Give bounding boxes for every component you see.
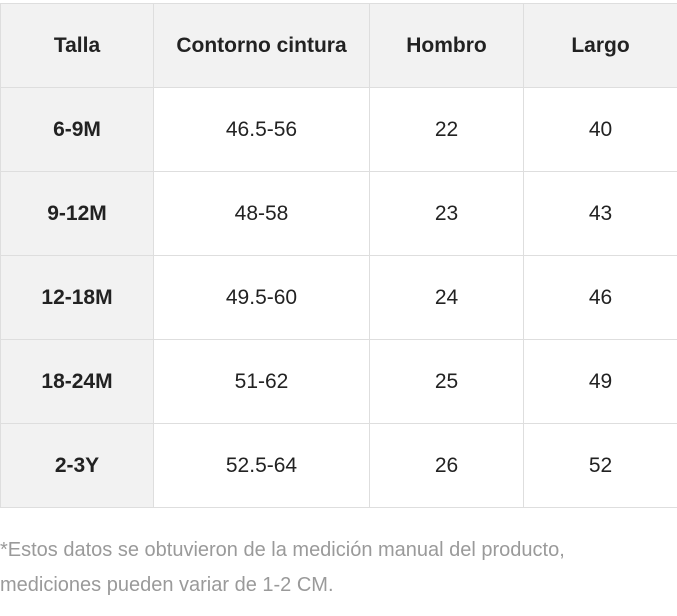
table-cell: 52 [523,423,677,508]
header-cell: Largo [523,3,677,88]
size-cell: 12-18M [0,255,154,340]
table-cell: 51-62 [153,339,370,424]
size-cell: 2-3Y [0,423,154,508]
header-cell: Talla [0,3,154,88]
table-cell: 46 [523,255,677,340]
size-table: Talla Contorno cintura Hombro Largo 6-9M 46.… [0,3,677,508]
table-row: 18-24M 51-62 25 49 [0,339,677,424]
size-cell: 18-24M [0,339,154,424]
table-cell: 40 [523,87,677,172]
table-row: 2-3Y 52.5-64 26 52 [0,423,677,508]
table-cell: 25 [369,339,524,424]
table-row: 12-18M 49.5-60 24 46 [0,255,677,340]
table-cell: 43 [523,171,677,256]
table-row: 6-9M 46.5-56 22 40 [0,87,677,172]
table-cell: 24 [369,255,524,340]
table-cell: 49 [523,339,677,424]
size-cell: 9-12M [0,171,154,256]
table-cell: 23 [369,171,524,256]
size-cell: 6-9M [0,87,154,172]
table-cell: 46.5-56 [153,87,370,172]
footnote-line: mediciones pueden variar de 1-2 CM. [0,574,334,596]
header-cell: Contorno cintura [153,3,370,88]
table-row: 9-12M 48-58 23 43 [0,171,677,256]
footnote-line: *Estos datos se obtuvieron de la medició… [0,539,565,561]
table-cell: 26 [369,423,524,508]
table-body: 6-9M 46.5-56 22 40 9-12M 48-58 23 43 12-18M 49.5-… [0,87,677,508]
header-cell: Hombro [369,3,524,88]
table-cell: 52.5-64 [153,423,370,508]
table-cell: 48-58 [153,171,370,256]
header-row: Talla Contorno cintura Hombro Largo [0,3,677,88]
table-cell: 49.5-60 [153,255,370,340]
table-cell: 22 [369,87,524,172]
